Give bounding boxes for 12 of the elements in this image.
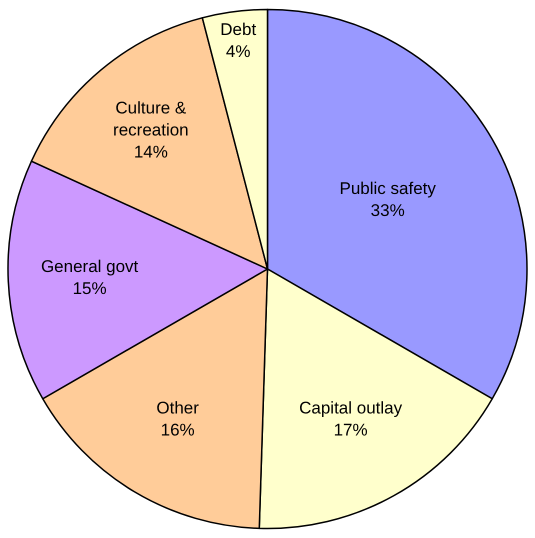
slice-label: Other — [156, 398, 200, 418]
data-label: 4% — [226, 42, 250, 62]
data-label: 15% — [72, 279, 107, 298]
data-label: 14% — [134, 142, 168, 162]
slice-label: Capital outlay — [299, 398, 403, 418]
data-label: 17% — [334, 420, 368, 440]
slice-label: Culture & recreation — [113, 98, 189, 140]
slice-label: Public safety — [339, 178, 436, 198]
data-label: 33% — [370, 201, 405, 220]
slice-label: General govt — [40, 256, 139, 276]
slice-label: Debt — [220, 20, 256, 39]
data-label: 16% — [160, 420, 195, 440]
